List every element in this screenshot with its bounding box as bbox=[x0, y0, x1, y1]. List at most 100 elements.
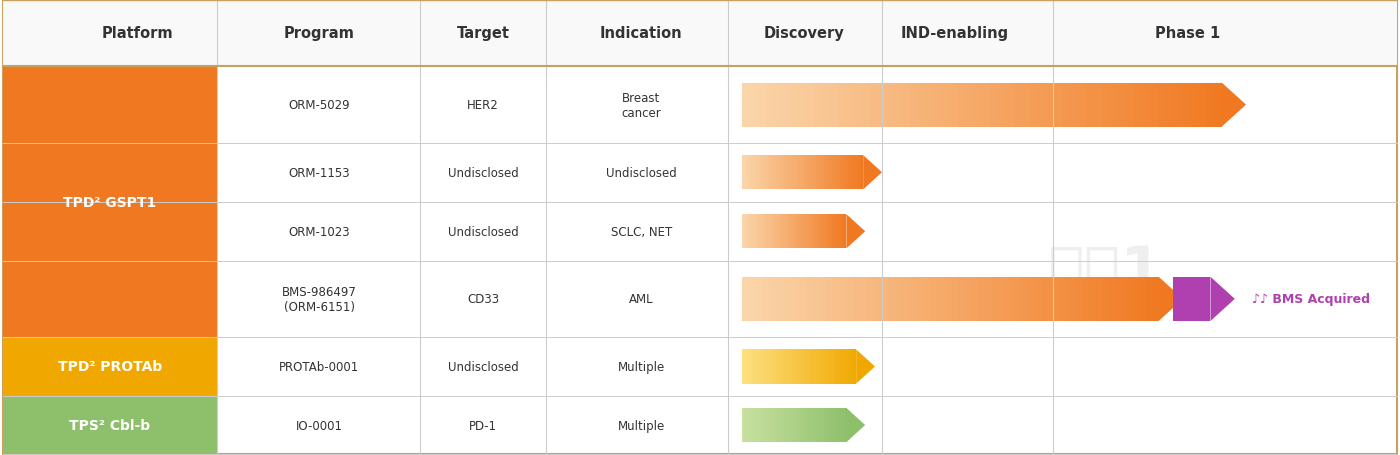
Bar bbox=[746, 156, 748, 190]
Bar bbox=[878, 83, 886, 127]
Bar bbox=[760, 156, 762, 190]
Bar bbox=[986, 277, 993, 321]
Text: Program: Program bbox=[284, 26, 354, 41]
Bar bbox=[839, 349, 841, 384]
Polygon shape bbox=[847, 215, 865, 249]
Bar bbox=[844, 349, 847, 384]
Bar bbox=[822, 408, 825, 442]
Bar bbox=[1037, 83, 1046, 127]
Bar bbox=[1166, 83, 1173, 127]
Bar bbox=[748, 349, 749, 384]
Bar bbox=[784, 408, 785, 442]
Bar bbox=[757, 83, 766, 127]
Bar bbox=[784, 215, 785, 249]
Bar bbox=[847, 156, 848, 190]
Polygon shape bbox=[847, 408, 865, 442]
Bar bbox=[764, 408, 766, 442]
Bar bbox=[860, 277, 867, 321]
Bar bbox=[771, 215, 773, 249]
Bar bbox=[930, 277, 937, 321]
Bar bbox=[749, 349, 752, 384]
Bar bbox=[797, 408, 798, 442]
Bar bbox=[812, 408, 813, 442]
Bar bbox=[840, 408, 841, 442]
Bar bbox=[777, 215, 778, 249]
Bar bbox=[829, 215, 830, 249]
Bar bbox=[832, 277, 839, 321]
Bar bbox=[837, 156, 839, 190]
Bar bbox=[755, 408, 756, 442]
Bar bbox=[748, 156, 750, 190]
Bar bbox=[1089, 277, 1096, 321]
Bar bbox=[756, 215, 757, 249]
Bar bbox=[1117, 83, 1126, 127]
Bar bbox=[749, 215, 750, 249]
Bar bbox=[790, 215, 791, 249]
Bar bbox=[797, 349, 799, 384]
Bar bbox=[749, 408, 750, 442]
Bar bbox=[750, 156, 752, 190]
Bar bbox=[742, 83, 750, 127]
Bar bbox=[806, 83, 813, 127]
Bar bbox=[829, 156, 830, 190]
Bar bbox=[833, 349, 836, 384]
Text: PROTAb-0001: PROTAb-0001 bbox=[279, 360, 360, 373]
Bar bbox=[966, 83, 974, 127]
Bar bbox=[854, 349, 857, 384]
Bar bbox=[820, 349, 822, 384]
Bar bbox=[981, 83, 990, 127]
Bar bbox=[812, 215, 813, 249]
Bar bbox=[1182, 83, 1190, 127]
Bar bbox=[795, 349, 797, 384]
Bar bbox=[774, 83, 783, 127]
Bar bbox=[979, 277, 986, 321]
Bar bbox=[745, 215, 748, 249]
Bar bbox=[790, 408, 791, 442]
Text: IO-0001: IO-0001 bbox=[295, 419, 343, 432]
Text: ORM-1023: ORM-1023 bbox=[288, 225, 350, 238]
Bar bbox=[827, 349, 830, 384]
Bar bbox=[770, 349, 773, 384]
Bar bbox=[816, 349, 818, 384]
Bar bbox=[743, 215, 745, 249]
Bar bbox=[1000, 277, 1005, 321]
Bar bbox=[832, 408, 833, 442]
Text: Undisclosed: Undisclosed bbox=[448, 167, 518, 179]
Bar bbox=[834, 408, 836, 442]
Bar bbox=[833, 215, 834, 249]
Bar bbox=[869, 83, 878, 127]
Text: 뉴스1: 뉴스1 bbox=[1049, 243, 1163, 303]
Bar bbox=[857, 156, 860, 190]
Bar bbox=[805, 277, 812, 321]
Bar bbox=[771, 408, 773, 442]
Bar bbox=[799, 349, 801, 384]
Bar bbox=[1012, 277, 1019, 321]
Text: ORM-5029: ORM-5029 bbox=[288, 99, 350, 112]
Bar bbox=[748, 215, 749, 249]
Bar bbox=[764, 156, 766, 190]
Bar bbox=[792, 215, 794, 249]
Bar bbox=[949, 83, 958, 127]
Bar bbox=[792, 156, 795, 190]
Bar bbox=[3, 396, 217, 454]
Bar bbox=[1110, 277, 1117, 321]
Bar bbox=[750, 408, 752, 442]
Bar bbox=[769, 215, 770, 249]
Bar bbox=[778, 215, 780, 249]
Bar bbox=[815, 156, 816, 190]
Bar bbox=[1047, 277, 1054, 321]
Bar bbox=[755, 156, 756, 190]
Bar bbox=[767, 349, 769, 384]
Bar bbox=[815, 215, 816, 249]
Bar bbox=[750, 83, 757, 127]
Bar bbox=[837, 215, 840, 249]
Bar bbox=[798, 156, 801, 190]
Bar bbox=[813, 408, 815, 442]
Bar bbox=[777, 408, 778, 442]
Bar bbox=[839, 408, 840, 442]
Bar bbox=[784, 277, 791, 321]
Bar bbox=[820, 156, 823, 190]
Bar bbox=[853, 156, 855, 190]
Bar bbox=[804, 408, 805, 442]
Bar bbox=[909, 277, 916, 321]
